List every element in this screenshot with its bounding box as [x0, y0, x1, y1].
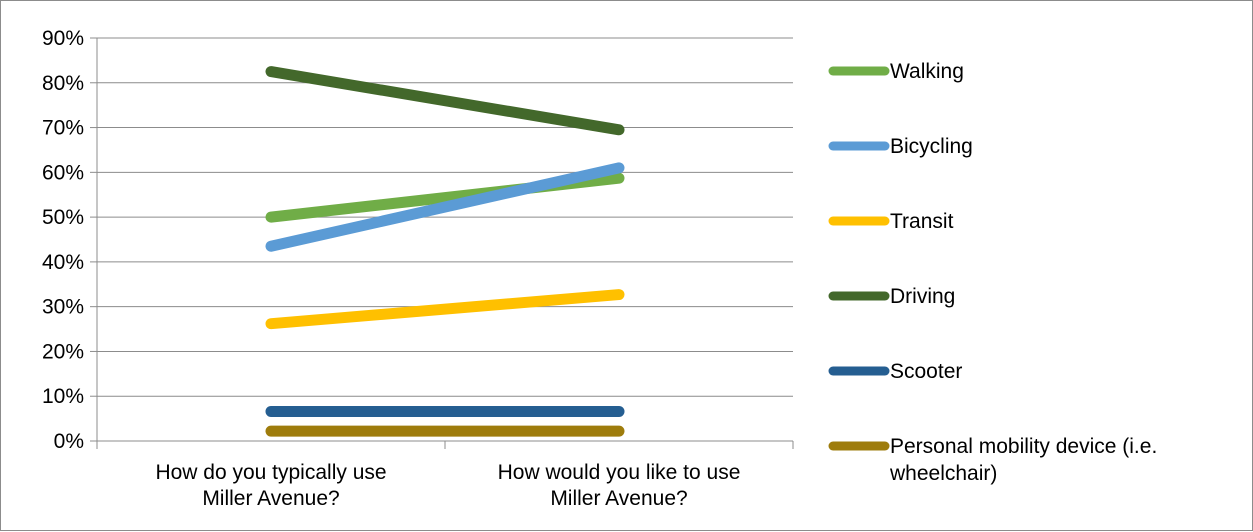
series-lines [265, 66, 625, 437]
legend: Walking Bicycling Transit Driving Scooter Per… [828, 60, 1157, 485]
legend-label: Driving [890, 285, 955, 308]
y-axis-tick-labels: 0% 10% 20% 30% 40% 50% 60% 70% 80% 90% [42, 27, 84, 453]
y-tick-label: 0% [54, 430, 84, 453]
x-category-label: How do you typically use Miller Avenue? [155, 461, 386, 510]
legend-label: Bicycling [890, 135, 973, 158]
y-tick-label: 10% [42, 385, 84, 408]
x-category-label: How would you like to use Miller Avenue? [498, 461, 741, 510]
series-line-transit [265, 289, 625, 330]
y-tick-label: 40% [42, 251, 84, 274]
y-tick-label: 90% [42, 27, 84, 50]
y-tick-label: 30% [42, 296, 84, 319]
y-tick-label: 20% [42, 340, 84, 363]
y-tick-label: 60% [42, 161, 84, 184]
legend-label: Personal mobility device (i.e. wheelchair… [889, 435, 1157, 485]
legend-label: Scooter [890, 360, 962, 383]
y-tick-label: 50% [42, 206, 84, 229]
legend-label: Transit [890, 210, 954, 233]
axes [96, 38, 794, 449]
legend-label: Walking [890, 60, 964, 83]
y-tick-label: 70% [42, 117, 84, 140]
series-line-driving [265, 66, 625, 136]
y-tick-label: 80% [42, 72, 84, 95]
x-axis-category-labels: How do you typically use Miller Avenue? Ho… [155, 461, 740, 510]
series-line-bicycling [265, 162, 625, 252]
